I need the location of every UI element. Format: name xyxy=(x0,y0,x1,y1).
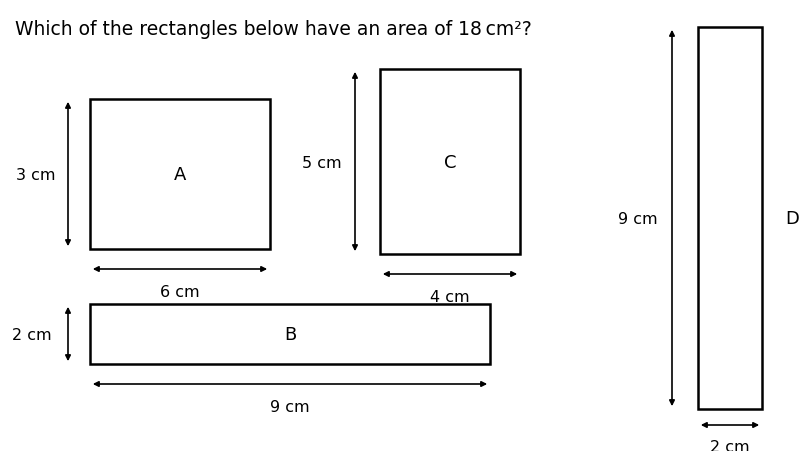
Text: 4 cm: 4 cm xyxy=(430,290,470,304)
Text: 5 cm: 5 cm xyxy=(302,155,342,170)
Bar xyxy=(380,70,520,254)
Bar xyxy=(90,304,490,364)
Text: A: A xyxy=(174,166,186,184)
Text: 6 cm: 6 cm xyxy=(160,285,200,299)
Text: 9 cm: 9 cm xyxy=(618,211,658,226)
Text: B: B xyxy=(284,325,296,343)
Text: Which of the rectangles below have an area of 18 cm²?: Which of the rectangles below have an ar… xyxy=(15,20,532,39)
Text: 2 cm: 2 cm xyxy=(12,327,52,342)
Text: D: D xyxy=(785,210,799,227)
Text: C: C xyxy=(444,154,456,172)
Bar xyxy=(698,28,762,409)
Text: 2 cm: 2 cm xyxy=(710,439,750,451)
Text: 3 cm: 3 cm xyxy=(15,167,55,182)
Bar xyxy=(90,100,270,249)
Text: 9 cm: 9 cm xyxy=(270,399,310,414)
